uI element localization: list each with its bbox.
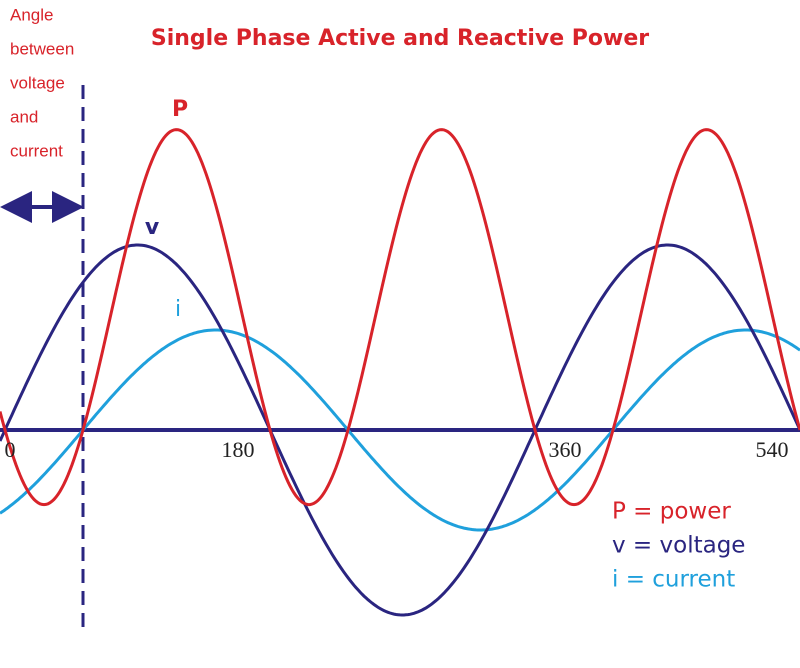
annotation: current bbox=[10, 141, 63, 160]
curve-label: v bbox=[145, 215, 160, 240]
legend-entry: v = voltage bbox=[612, 533, 745, 559]
curve-label: P bbox=[172, 97, 188, 122]
annotation: Angle bbox=[10, 5, 53, 24]
tick-label: 0 bbox=[5, 437, 16, 462]
curve-label: i bbox=[175, 297, 181, 322]
annotation: between bbox=[10, 39, 74, 58]
tick-label: 180 bbox=[222, 437, 255, 462]
tick-label: 540 bbox=[756, 437, 789, 462]
tick-label: 360 bbox=[549, 437, 582, 462]
current-curve bbox=[0, 328, 800, 532]
legend-entry: P = power bbox=[612, 499, 731, 525]
voltage-curve bbox=[0, 243, 800, 617]
title: Single Phase Active and Reactive Power bbox=[151, 26, 649, 51]
legend-entry: i = current bbox=[612, 567, 735, 593]
annotation: and bbox=[10, 107, 38, 126]
annotation: voltage bbox=[10, 73, 65, 92]
power-curve bbox=[0, 128, 800, 507]
